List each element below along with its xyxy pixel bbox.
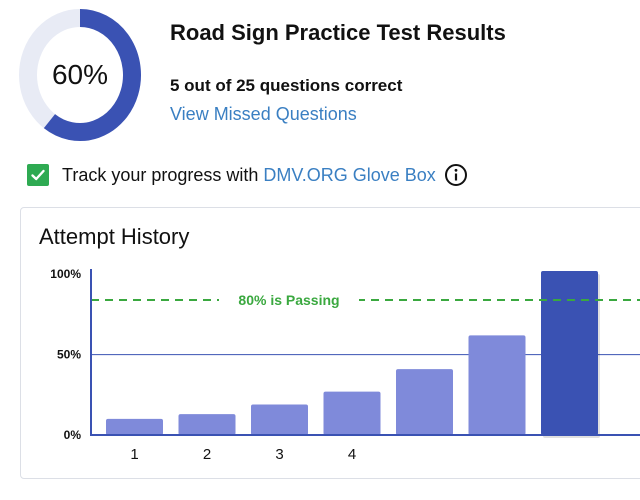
x-tick-label: 1 [130, 446, 138, 463]
score-ring-fill [43, 9, 141, 141]
x-tick-label: 3 [275, 446, 283, 463]
score-percent: 60% [51, 59, 109, 90]
bar-attempt-3 [251, 404, 308, 435]
bar-attempt-6 [468, 335, 526, 435]
bar-attempt-1 [106, 418, 163, 435]
attempt-history-chart: 0% 50% 100% 1 2 3 4 80% is Passing [50, 267, 640, 463]
track-progress-row: Track your progress with DMV.ORG Glove B… [27, 163, 468, 187]
score-ring [19, 9, 141, 141]
passing-label: 80% is Passing [238, 292, 339, 308]
track-progress-label: Track your progress with [62, 164, 264, 185]
y-tick-label: 0% [64, 428, 82, 442]
passing-label-bg [219, 289, 359, 310]
view-missed-questions-link[interactable]: View Missed Questions [170, 104, 357, 124]
checkmark-icon [31, 169, 45, 181]
bar-attempt-7 [541, 271, 598, 435]
bar-attempt-2 [178, 414, 236, 435]
glove-box-link[interactable]: DMV.ORG Glove Box [263, 164, 436, 185]
bar-attempt-4 [323, 391, 381, 435]
x-tick-label: 2 [203, 446, 211, 463]
track-progress-checkbox[interactable] [27, 164, 49, 186]
correct-count-text: 5 out of 25 questions correct [170, 76, 403, 95]
y-tick-label: 100% [50, 267, 81, 281]
attempt-history-card: Attempt History 0% 50% 100% 1 2 3 4 80% is Pass… [20, 207, 640, 479]
score-donut: 60% [18, 8, 142, 142]
y-tick-label: 50% [57, 348, 81, 362]
bar-attempt-5 [396, 369, 453, 435]
page-title: Road Sign Practice Test Results [170, 20, 506, 45]
x-tick-label: 4 [348, 446, 356, 463]
info-icon[interactable] [444, 163, 468, 187]
attempt-history-title: Attempt History [39, 224, 190, 249]
